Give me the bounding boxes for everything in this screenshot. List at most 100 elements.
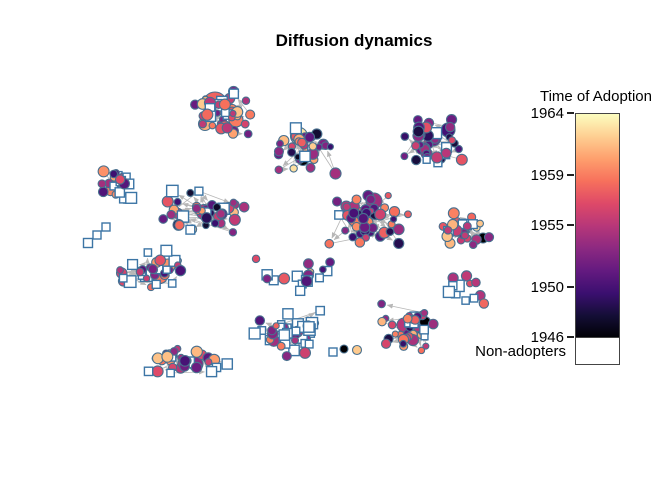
nodes-layer xyxy=(82,85,495,378)
adopter-node xyxy=(399,339,408,348)
adopter-node xyxy=(443,226,453,235)
adopter-node xyxy=(468,240,478,249)
adopter-node xyxy=(329,167,342,180)
non-adopter-node xyxy=(126,258,139,271)
adopter-node xyxy=(210,219,220,228)
adopter-node xyxy=(212,202,222,212)
adopter-node xyxy=(351,194,362,205)
adopter-node xyxy=(191,203,202,214)
non-adopter-node xyxy=(314,273,325,283)
adopter-node xyxy=(208,121,217,130)
adopter-node xyxy=(281,351,292,362)
adopter-node xyxy=(377,316,387,327)
tick-label: 1964 xyxy=(530,104,564,122)
adopter-node xyxy=(300,275,313,288)
legend-tick: 1955 xyxy=(462,216,574,234)
adopter-node xyxy=(341,226,350,235)
adopter-node xyxy=(151,365,164,378)
non-adopter-node xyxy=(288,344,300,357)
adopter-node xyxy=(278,272,291,285)
non-adopter-node xyxy=(165,184,179,198)
non-adopter-node xyxy=(194,186,204,196)
tick-label: 1959 xyxy=(530,166,564,184)
adopter-node xyxy=(142,274,151,283)
adopter-node xyxy=(218,98,231,111)
network-edge xyxy=(202,192,230,203)
adopter-node xyxy=(384,191,392,200)
non-adopters-label: Non-adopters xyxy=(475,343,566,360)
adopter-node xyxy=(304,131,316,143)
adopter-node xyxy=(377,299,386,309)
non-adopter-node xyxy=(143,248,153,257)
adopter-node xyxy=(109,169,119,179)
adopter-node xyxy=(354,237,366,248)
adopter-node xyxy=(478,298,490,309)
adopter-node xyxy=(179,355,191,367)
adopter-node xyxy=(308,142,318,151)
non-adopter-node xyxy=(221,358,234,370)
adopter-node xyxy=(166,209,176,220)
adopter-node xyxy=(273,146,285,157)
adopter-node xyxy=(200,212,213,224)
adopter-node xyxy=(430,151,444,164)
non-adopter-node xyxy=(205,365,218,378)
adopter-node xyxy=(303,258,314,270)
adopter-node xyxy=(332,196,343,207)
adopter-node xyxy=(221,122,233,134)
adopter-node xyxy=(460,231,470,240)
non-adopter-node xyxy=(101,222,111,232)
adopter-node xyxy=(228,228,238,237)
adopter-node xyxy=(161,350,174,363)
non-adopter-node xyxy=(162,265,171,274)
adopter-node xyxy=(385,227,395,236)
non-adopter-node xyxy=(143,366,154,377)
adopter-node xyxy=(154,254,167,267)
adopter-node xyxy=(454,144,463,154)
adopter-node xyxy=(460,270,473,282)
legend-tick: 1959 xyxy=(462,166,574,184)
adopter-node xyxy=(97,186,109,198)
adopter-node xyxy=(158,214,169,224)
network-edge xyxy=(333,232,343,241)
adopter-node xyxy=(262,274,272,284)
adopter-node xyxy=(135,267,145,277)
adopter-node xyxy=(400,152,409,161)
adopter-node xyxy=(339,344,349,354)
non-adopter-node xyxy=(302,321,315,333)
adopter-node xyxy=(387,320,397,330)
non-adopter-node xyxy=(228,88,240,99)
adopter-node xyxy=(201,108,214,121)
adopter-node xyxy=(462,221,472,231)
adopter-node xyxy=(444,121,456,133)
tick-label: 1950 xyxy=(530,278,564,296)
adopter-node xyxy=(238,201,250,213)
non-adopter-node xyxy=(334,210,344,220)
adopter-node xyxy=(447,207,460,220)
adopter-node xyxy=(440,147,452,159)
adopter-node xyxy=(243,129,253,139)
non-adopter-node xyxy=(185,224,196,235)
adopter-node xyxy=(275,139,284,148)
adopter-node xyxy=(455,153,468,166)
tick-label: 1955 xyxy=(530,216,564,234)
figure-title: Diffusion dynamics xyxy=(275,31,433,50)
adopter-node xyxy=(204,358,213,367)
tick-mark xyxy=(567,224,574,226)
adopter-node xyxy=(251,254,261,264)
adopter-node xyxy=(161,195,174,208)
adopter-node xyxy=(412,125,425,138)
adopter-node xyxy=(245,109,256,120)
adopter-node xyxy=(324,238,335,249)
non-adopter-node xyxy=(151,279,161,290)
adopter-node xyxy=(388,205,401,218)
adopter-node xyxy=(404,210,412,219)
adopter-node xyxy=(116,266,125,275)
adopter-node xyxy=(241,96,251,105)
adopter-node xyxy=(417,346,426,355)
adopter-node xyxy=(471,277,481,288)
adopter-node xyxy=(410,154,422,166)
adopter-node xyxy=(186,188,195,198)
adopter-node xyxy=(289,164,298,173)
non-adopter-node xyxy=(289,122,302,135)
